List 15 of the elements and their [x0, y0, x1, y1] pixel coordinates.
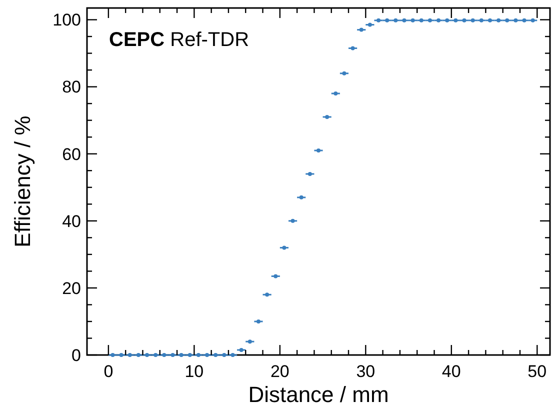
y-tick-label: 100 — [52, 10, 81, 30]
y-tick-label: 60 — [62, 144, 81, 164]
y-tick-label: 40 — [62, 212, 81, 231]
x-tick-label: 30 — [356, 362, 376, 381]
y-axis-title: Efficiency / % — [10, 116, 35, 248]
x-tick-label: 50 — [528, 362, 547, 381]
x-tick-label: 10 — [184, 362, 204, 381]
y-tick-label: 80 — [62, 78, 81, 97]
y-tick-label: 0 — [72, 346, 81, 365]
x-tick-label: 0 — [104, 362, 114, 381]
x-tick-label: 40 — [442, 362, 461, 381]
annotation: CEPC Ref-TDR — [109, 29, 250, 51]
x-tick-label: 20 — [270, 362, 290, 381]
x-axis-title: Distance / mm — [248, 382, 389, 407]
y-tick-label: 20 — [62, 278, 81, 298]
